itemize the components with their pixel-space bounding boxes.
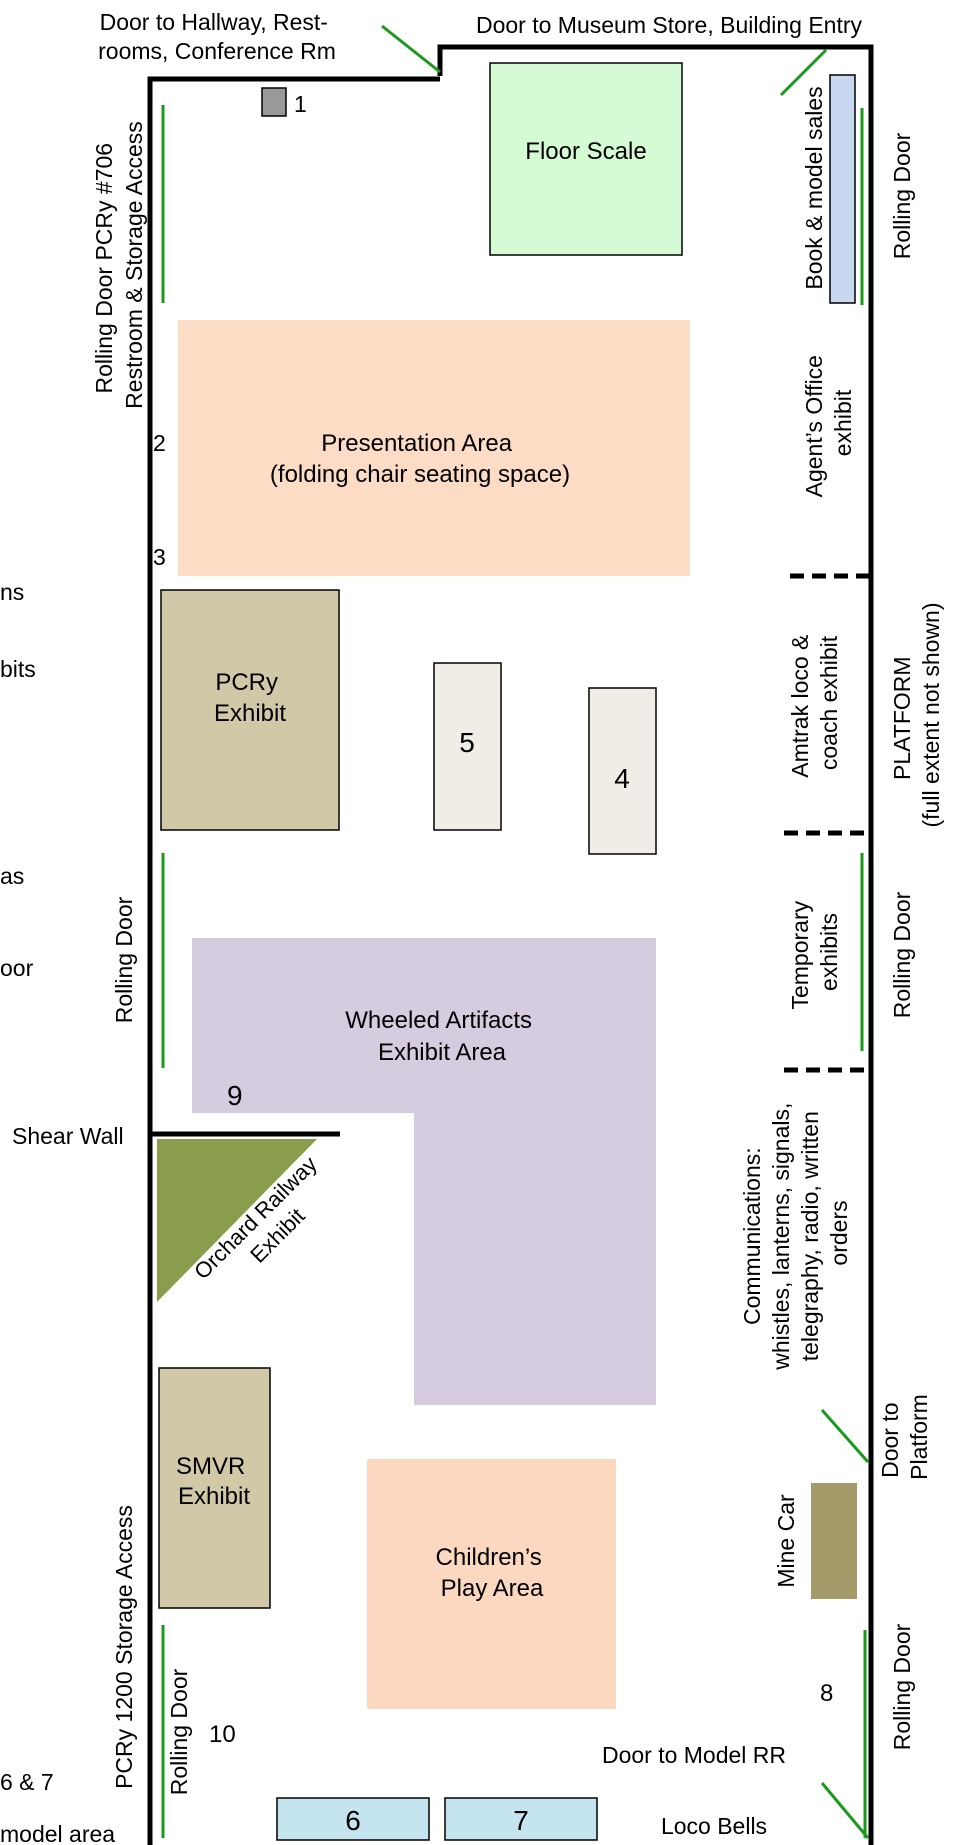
platform-label: PLATFORM (full extent not shown) (889, 602, 944, 827)
exhibit-4-box (588, 687, 657, 855)
pcry-1200-label: PCRy 1200 Storage Access (111, 1505, 137, 1789)
loco-bell-bench-7 (444, 1797, 598, 1841)
marker-2: 2 (153, 430, 166, 456)
childrens-play-area (367, 1459, 616, 1709)
wheeled-artifacts-area (192, 938, 656, 1405)
door-to-platform-label: Door to Platform (877, 1394, 932, 1480)
presentation-area (178, 320, 690, 576)
rolling-door-bottom-left-label: Rolling Door (166, 1668, 192, 1795)
cutoff-text-3: as (0, 863, 24, 889)
marker-1: 1 (294, 91, 307, 117)
book-sales-label: Book & model sales (801, 86, 827, 289)
loco-bell-bench-6 (276, 1797, 430, 1841)
rolling-door-right-mid-label: Rolling Door (889, 891, 915, 1018)
marker-9: 9 (227, 1080, 243, 1111)
building-walls (147, 44, 874, 1845)
cutoff-text-1: ns (0, 579, 24, 605)
orchard-railway-area (157, 1139, 317, 1302)
partition-dashes (784, 573, 871, 1073)
mine-car-label: Mine Car (773, 1494, 799, 1588)
communications-label: Communications: whistles, lanterns, sign… (739, 1096, 852, 1371)
exhibit-5-box (433, 662, 502, 831)
presentation-area-label: Presentation Area (folding chair seating… (270, 430, 570, 488)
pcry-exhibit-label: PCRy Exhibit (214, 669, 286, 727)
door-markers (161, 24, 870, 1839)
temporary-exhibits-label: Temporary exhibits (787, 894, 842, 1009)
rolling-door-right-bottom-label: Rolling Door (889, 1623, 915, 1750)
item-1-box (261, 87, 287, 117)
loco-bells-label: Loco Bells (661, 1813, 767, 1839)
shear-wall-label: Shear Wall (12, 1123, 124, 1149)
door-museum-store-label: Door to Museum Store, Building Entry (476, 12, 863, 38)
marker-5: 5 (459, 727, 475, 758)
cutoff-text-2: bits (0, 656, 36, 682)
pcry-exhibit-box (160, 589, 340, 831)
wheeled-artifacts-label: Wheeled Artifacts Exhibit Area (345, 1007, 538, 1066)
book-sales-shelf (829, 74, 856, 304)
cutoff-text-5: 6 & 7 (0, 1769, 54, 1795)
smvr-exhibit-label: SMVR Exhibit (176, 1453, 252, 1510)
smvr-exhibit-box (158, 1367, 271, 1609)
floor-scale-label: Floor Scale (525, 138, 646, 165)
rolling-door-706-label: Rolling Door PCRy #706 Restroom & Storag… (91, 121, 147, 409)
rolling-door-right-top-label: Rolling Door (889, 132, 915, 259)
marker-4: 4 (614, 763, 630, 794)
cutoff-text-6: model area (0, 1821, 115, 1845)
marker-3: 3 (153, 544, 166, 570)
marker-10: 10 (209, 1721, 236, 1748)
cutoff-text-4: oor (0, 955, 34, 981)
door-model-rr-label: Door to Model RR (602, 1742, 786, 1768)
rolling-door-left-label: Rolling Door (111, 896, 137, 1023)
marker-6: 6 (345, 1805, 361, 1836)
amtrak-exhibit-label: Amtrak loco & coach exhibit (787, 628, 842, 778)
marker-7: 7 (513, 1805, 529, 1836)
marker-8: 8 (820, 1680, 833, 1707)
floor-scale-area (489, 62, 683, 256)
mine-car-box (811, 1483, 857, 1599)
childrens-play-area-label: Children’s Play Area (436, 1544, 549, 1602)
door-hallway-label: Door to Hallway, Rest- rooms, Conference… (98, 9, 336, 64)
agents-office-label: Agent’s Office exhibit (801, 349, 856, 498)
